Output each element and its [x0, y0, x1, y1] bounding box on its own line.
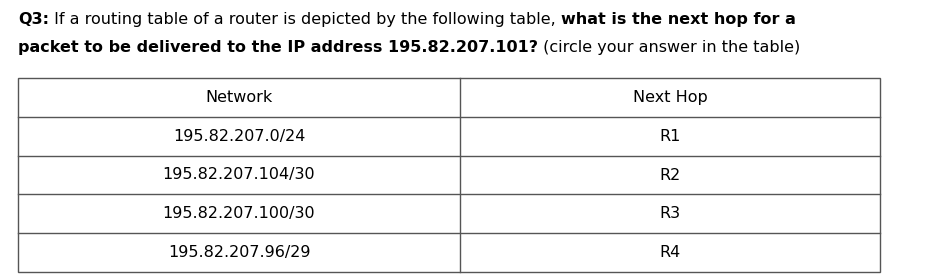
Text: Next Hop: Next Hop [633, 90, 707, 105]
Text: R4: R4 [660, 245, 681, 260]
Text: 195.82.207.104/30: 195.82.207.104/30 [163, 168, 315, 183]
Text: Q3:: Q3: [18, 12, 49, 27]
Bar [18, 78, 880, 272]
Text: R1: R1 [660, 129, 681, 144]
Text: If a routing table of a router is depicted by the following table,: If a routing table of a router is depict… [49, 12, 561, 27]
Text: R2: R2 [660, 168, 681, 183]
Text: 195.82.207.96/29: 195.82.207.96/29 [168, 245, 310, 260]
Text: packet to be delivered to the IP address 195.82.207.101?: packet to be delivered to the IP address… [18, 40, 538, 55]
Text: what is the next hop for a: what is the next hop for a [561, 12, 796, 27]
Text: 195.82.207.0/24: 195.82.207.0/24 [173, 129, 306, 144]
Text: R3: R3 [660, 206, 681, 221]
Text: (circle your answer in the table): (circle your answer in the table) [538, 40, 801, 55]
Text: 195.82.207.100/30: 195.82.207.100/30 [163, 206, 315, 221]
Text: Network: Network [206, 90, 272, 105]
